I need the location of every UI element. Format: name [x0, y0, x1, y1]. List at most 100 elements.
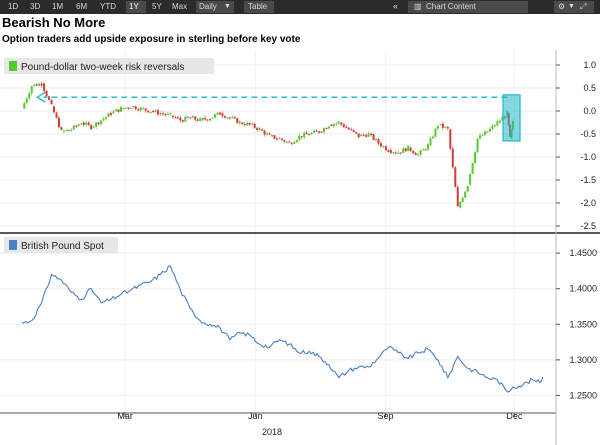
- candle-body: [308, 134, 311, 136]
- candle-body: [290, 143, 293, 145]
- period-3d-button[interactable]: 3D: [30, 2, 41, 11]
- y-tick-label: -2.5: [580, 221, 596, 231]
- candle-body: [107, 113, 110, 117]
- candle-body: [313, 130, 316, 133]
- candle-body: [221, 113, 224, 117]
- candle-body: [157, 110, 160, 115]
- candle-body: [50, 99, 53, 105]
- candle-body: [57, 117, 60, 128]
- period-1m-button[interactable]: 1M: [52, 2, 64, 11]
- candle-body: [431, 136, 434, 139]
- candle-body: [199, 118, 202, 121]
- candle-body: [243, 124, 246, 126]
- candle-body: [65, 129, 68, 131]
- period-1d-button[interactable]: 1D: [8, 2, 19, 11]
- candle-body: [147, 110, 150, 113]
- y-tick-label: -0.5: [580, 129, 596, 139]
- bottom-legend-label: British Pound Spot: [21, 241, 104, 252]
- chart-headline: Bearish No More: [2, 15, 106, 30]
- candle-body: [109, 113, 112, 115]
- top-legend-swatch: [9, 61, 17, 71]
- candle-body: [127, 107, 130, 109]
- candle-body: [23, 102, 26, 109]
- candle-body: [258, 128, 261, 130]
- candle-body: [288, 141, 291, 143]
- candle-body: [407, 145, 410, 152]
- candle-body: [461, 197, 464, 202]
- top-legend-label: Pound-dollar two-week risk reversals: [21, 62, 184, 73]
- candle-body: [85, 122, 88, 125]
- chart-toolbar: 1D 3D 1M 6M YTD 1Y 5Y Max Daily ▼ Table …: [0, 0, 600, 14]
- candle-body: [323, 128, 325, 133]
- candle-body: [370, 134, 373, 135]
- top-y-axis: 1.0 0.5 0.0 -0.5 -1.0 -1.5 -2.0 -2.5: [556, 60, 596, 231]
- frequency-label: Daily: [199, 2, 217, 11]
- period-ytd-button[interactable]: YTD: [100, 2, 116, 11]
- expand-icon: ⤢: [580, 2, 587, 11]
- candle-body: [409, 147, 412, 151]
- x-tick-label: Jun: [248, 411, 263, 421]
- candle-body: [392, 152, 395, 154]
- candle-body: [62, 130, 65, 132]
- candle-body: [422, 149, 425, 151]
- candle-body: [382, 146, 385, 148]
- candle-body: [459, 201, 462, 208]
- candle-body: [204, 118, 207, 120]
- candle-body: [28, 93, 31, 99]
- candle-body: [129, 108, 132, 110]
- chart-icon: ▥: [414, 2, 422, 11]
- bottom-panel-legend: British Pound Spot: [4, 237, 118, 253]
- candle-body: [144, 108, 147, 111]
- table-button[interactable]: Table: [244, 1, 274, 13]
- candle-body: [30, 86, 33, 94]
- candle-body: [280, 138, 283, 140]
- candle-body: [402, 148, 405, 153]
- candle-body: [102, 118, 105, 121]
- candle-body: [43, 83, 46, 91]
- candle-body: [375, 139, 378, 141]
- candle-body: [55, 112, 58, 118]
- chart-tools-button[interactable]: ⚙ ▼ ⤢: [554, 1, 594, 13]
- candle-body: [82, 122, 85, 125]
- period-max-button[interactable]: Max: [172, 2, 188, 11]
- candle-body: [164, 114, 167, 116]
- candle-body: [474, 151, 477, 164]
- candle-body: [486, 131, 489, 133]
- y-tick-label: -2.0: [580, 198, 596, 208]
- candle-body: [241, 122, 244, 125]
- candle-body: [194, 116, 197, 120]
- candle-body: [214, 114, 217, 118]
- candle-body: [53, 106, 56, 113]
- candle-body: [451, 148, 454, 168]
- candle-body: [367, 133, 370, 137]
- candle-body: [469, 173, 472, 185]
- candle-body: [488, 128, 491, 132]
- candle-body: [387, 150, 390, 152]
- period-1y-button[interactable]: 1Y: [129, 2, 139, 11]
- chart-content-label: Chart Content: [426, 2, 476, 11]
- candle-body: [439, 123, 442, 125]
- candle-body: [501, 116, 504, 121]
- candle-body: [38, 83, 41, 86]
- candle-body: [152, 111, 155, 112]
- candle-body: [176, 117, 179, 119]
- candle-body: [441, 123, 444, 128]
- candle-body: [218, 112, 221, 115]
- chevron-double-left-icon[interactable]: «: [393, 1, 399, 11]
- arrow-head-icon: [36, 91, 46, 103]
- frequency-select[interactable]: Daily ▼: [196, 1, 234, 13]
- x-tick-label: Sep: [378, 411, 394, 421]
- candle-body: [496, 121, 499, 126]
- y-tick-label: -1.0: [580, 152, 596, 162]
- period-6m-button[interactable]: 6M: [76, 2, 88, 11]
- candle-body: [105, 116, 108, 119]
- chart-content-button[interactable]: ▥ Chart Content: [408, 1, 528, 13]
- pound-spot-line: [21, 265, 544, 393]
- candle-body: [77, 124, 80, 126]
- candle-body: [476, 138, 479, 152]
- candle-body: [399, 152, 402, 154]
- candle-body: [256, 127, 259, 130]
- candle-body: [335, 123, 338, 125]
- candle-body: [345, 127, 348, 129]
- period-5y-button[interactable]: 5Y: [152, 2, 162, 11]
